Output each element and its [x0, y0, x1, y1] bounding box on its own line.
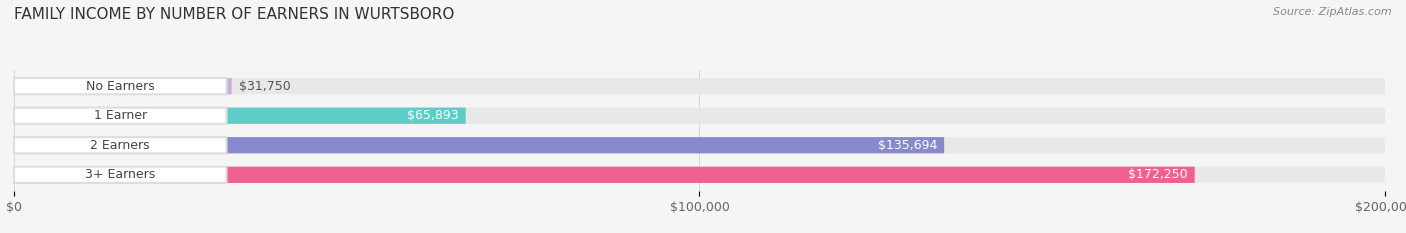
Text: $135,694: $135,694 — [877, 139, 938, 152]
Text: $172,250: $172,250 — [1128, 168, 1188, 181]
FancyBboxPatch shape — [14, 108, 465, 124]
Text: Source: ZipAtlas.com: Source: ZipAtlas.com — [1274, 7, 1392, 17]
FancyBboxPatch shape — [14, 137, 945, 153]
Text: No Earners: No Earners — [86, 80, 155, 93]
Text: FAMILY INCOME BY NUMBER OF EARNERS IN WURTSBORO: FAMILY INCOME BY NUMBER OF EARNERS IN WU… — [14, 7, 454, 22]
FancyBboxPatch shape — [14, 108, 1385, 124]
FancyBboxPatch shape — [14, 78, 232, 94]
Text: 3+ Earners: 3+ Earners — [86, 168, 156, 181]
FancyBboxPatch shape — [14, 137, 1385, 153]
FancyBboxPatch shape — [14, 78, 1385, 94]
FancyBboxPatch shape — [14, 108, 226, 124]
FancyBboxPatch shape — [14, 78, 226, 94]
FancyBboxPatch shape — [14, 167, 226, 183]
Text: 2 Earners: 2 Earners — [90, 139, 150, 152]
Text: $31,750: $31,750 — [239, 80, 290, 93]
Text: 1 Earner: 1 Earner — [94, 109, 146, 122]
Text: $65,893: $65,893 — [408, 109, 458, 122]
FancyBboxPatch shape — [14, 167, 1385, 183]
FancyBboxPatch shape — [14, 167, 1195, 183]
FancyBboxPatch shape — [14, 137, 226, 153]
